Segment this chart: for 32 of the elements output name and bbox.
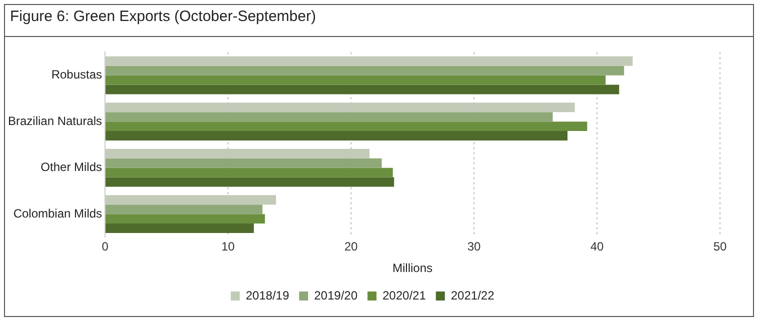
bar: [106, 204, 262, 214]
y-tick-label: Robustas: [51, 68, 102, 82]
x-tick-label: 30: [467, 240, 482, 254]
bar: [106, 56, 633, 66]
bar: [106, 84, 620, 94]
bar: [106, 195, 276, 205]
bar: [106, 102, 575, 112]
x-tick-label: 40: [590, 240, 604, 254]
y-tick-label: Brazilian Naturals: [8, 114, 102, 128]
x-tick-label: 10: [221, 240, 236, 254]
y-tick-label: Other Milds: [40, 160, 102, 174]
bar: [106, 177, 394, 187]
x-tick-label: 0: [102, 240, 109, 254]
legend-label: 2020/21: [382, 288, 426, 302]
bar: [106, 75, 606, 85]
bar: [106, 168, 393, 178]
chart-title: Figure 6: Green Exports (October-September): [10, 8, 316, 25]
legend-label: 2021/22: [450, 288, 495, 302]
bar: [106, 214, 265, 224]
legend-label: 2018/19: [246, 288, 290, 302]
bar: [106, 148, 370, 158]
y-tick-label: Colombian Milds: [13, 206, 102, 220]
bar: [106, 158, 382, 168]
bar: [106, 131, 568, 141]
bar: [106, 66, 624, 76]
bar: [106, 224, 254, 234]
x-tick-label: 50: [713, 240, 727, 254]
legend-label: 2019/20: [314, 288, 358, 302]
bar: [106, 122, 588, 132]
x-tick-label: 20: [344, 240, 358, 254]
bar: [106, 112, 553, 122]
x-axis-title: Millions: [392, 261, 433, 276]
